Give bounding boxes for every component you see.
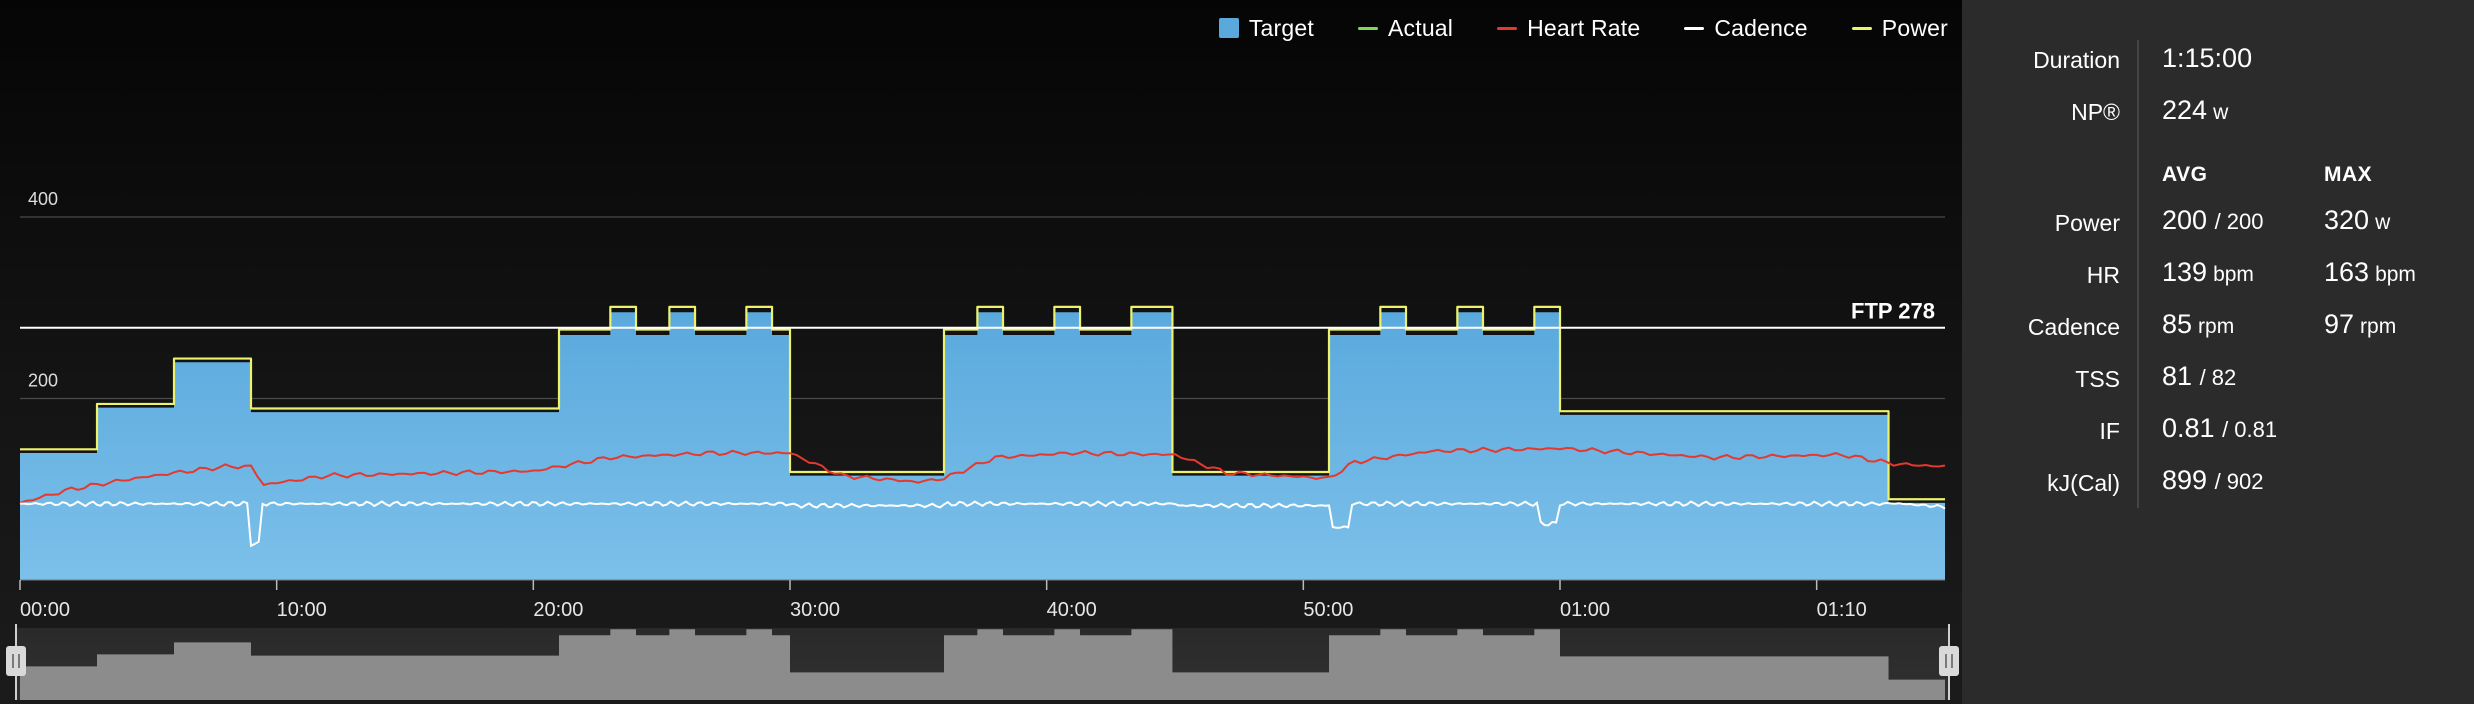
heart-rate-swatch — [1497, 26, 1518, 30]
if-target: / 0.81 — [2222, 417, 2278, 442]
cadence-max: 97 rpm — [2324, 309, 2396, 340]
navigator-right-handle[interactable] — [1939, 646, 1959, 676]
cadence-max-number: 97 — [2324, 309, 2355, 339]
x-tick-label-40:00: 40:00 — [1047, 599, 1097, 621]
x-tick-label-10:00: 10:00 — [277, 599, 327, 621]
tss-number: 81 — [2162, 361, 2193, 391]
power-swatch — [1851, 26, 1872, 30]
cadence-avg-number: 85 — [2162, 309, 2193, 339]
x-tick-label-01:10: 01:10 — [1817, 599, 1867, 621]
legend-label: Power — [1881, 14, 1948, 41]
np-value: 224 w — [2162, 95, 2228, 126]
power-label: Power — [2054, 210, 2120, 236]
x-tick-label-20:00: 20:00 — [533, 599, 583, 621]
hr-avg-unit: bpm — [2213, 263, 2254, 286]
hr-avg-number: 139 — [2162, 257, 2208, 287]
max-header: MAX — [2324, 163, 2373, 186]
cadence-max-unit: rpm — [2360, 315, 2397, 338]
y-tick-label-400: 400 — [28, 189, 58, 209]
if-label: IF — [2099, 418, 2120, 444]
kj-value: 899 / 902 — [2162, 465, 2264, 496]
workout-chart: 200 400 FTP 278 00:00 10:00 20:00 30:00 40:00 50… — [0, 0, 1962, 704]
np-label: NP® — [2071, 99, 2120, 125]
ftp-label: FTP 278 — [1851, 299, 1935, 324]
x-tick-label-30:00: 30:00 — [790, 599, 840, 621]
legend-item-actual[interactable]: Actual — [1357, 14, 1454, 42]
navigator-left-handle[interactable] — [6, 646, 26, 676]
power-avg-number: 200 — [2162, 205, 2208, 235]
np-number: 224 — [2162, 95, 2208, 125]
cadence-swatch — [1684, 26, 1705, 30]
tss-value: 81 / 82 — [2162, 361, 2236, 392]
power-max-unit: w — [2375, 211, 2391, 234]
tss-label: TSS — [2075, 366, 2120, 392]
legend-label: Actual — [1387, 14, 1454, 41]
actual-swatch — [1357, 26, 1378, 30]
power-avg: 200 / 200 — [2162, 205, 2264, 236]
cadence-label: Cadence — [2027, 314, 2120, 340]
legend-item-target[interactable]: Target — [1218, 14, 1314, 42]
legend-label: Heart Rate — [1527, 14, 1641, 41]
legend-label: Cadence — [1714, 14, 1808, 41]
hr-max-unit: bpm — [2375, 263, 2416, 286]
hr-max: 163 bpm — [2324, 257, 2416, 288]
kj-target: / 902 — [2214, 469, 2264, 494]
cadence-avg-unit: rpm — [2198, 315, 2235, 338]
duration-label: Duration — [2033, 47, 2120, 73]
power-avg-target: / 200 — [2214, 209, 2264, 234]
hr-avg: 139 bpm — [2162, 257, 2254, 288]
cadence-line[interactable] — [19, 500, 1946, 548]
target-swatch — [1218, 18, 1239, 38]
np-unit: w — [2213, 101, 2229, 124]
heart-rate-line[interactable] — [19, 446, 1946, 504]
stats-divider — [2137, 40, 2139, 508]
legend-item-power[interactable]: Power — [1851, 14, 1948, 42]
kj-number: 899 — [2162, 465, 2208, 495]
y-tick-label-200: 200 — [28, 371, 58, 391]
legend-item-heart-rate[interactable]: Heart Rate — [1497, 15, 1640, 42]
power-line[interactable] — [20, 305, 1945, 501]
navigator-profile — [20, 629, 1945, 700]
x-tick-label-00:00: 00:00 — [20, 599, 70, 621]
tss-target: / 82 — [2199, 365, 2237, 390]
power-max: 320 w — [2324, 205, 2390, 236]
if-number: 0.81 — [2162, 413, 2215, 443]
chart-svg[interactable]: 200 400 FTP 278 00:00 10:00 20:00 30:00 40:00 50… — [0, 0, 1962, 704]
if-value: 0.81 / 0.81 — [2162, 413, 2277, 444]
legend-item-cadence[interactable]: Cadence — [1684, 14, 1808, 42]
avg-header: AVG — [2162, 163, 2208, 186]
power-max-number: 320 — [2324, 205, 2370, 235]
cadence-avg: 85 rpm — [2162, 309, 2234, 340]
target-area[interactable] — [20, 312, 1945, 580]
hr-label: HR — [2086, 262, 2120, 288]
x-tick-label-01:00: 01:00 — [1560, 599, 1610, 621]
x-tick-label-50:00: 50:00 — [1303, 599, 1353, 621]
duration-value: 1:15:00 — [2162, 43, 2253, 73]
stats-panel: Duration 1:15:00 NP® 224 w AVG MAX Power … — [1962, 0, 2474, 704]
hr-max-number: 163 — [2324, 257, 2370, 287]
legend-label: Target — [1248, 14, 1314, 41]
kj-label: kJ(Cal) — [2047, 470, 2120, 496]
chart-legend: Target Actual Heart Rate Cadence Power — [1218, 14, 1948, 42]
